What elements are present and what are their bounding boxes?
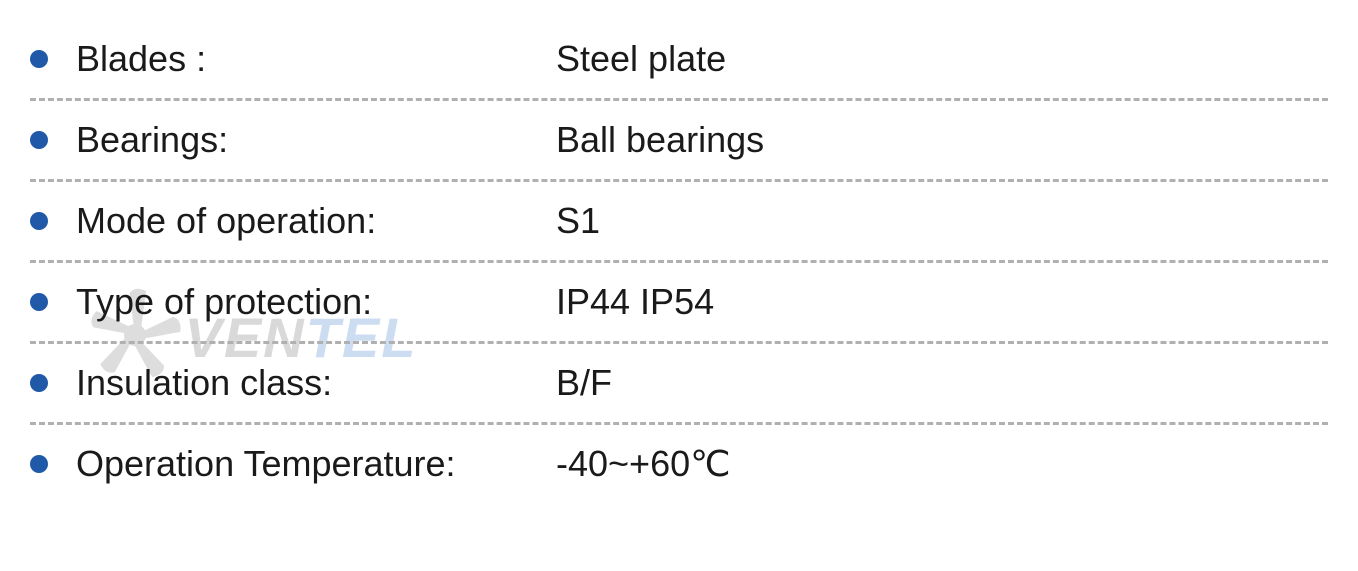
spec-value: Ball bearings bbox=[556, 119, 764, 161]
bullet-icon bbox=[30, 131, 48, 149]
spec-label: Operation Temperature: bbox=[76, 443, 556, 485]
spec-value: IP44 IP54 bbox=[556, 281, 714, 323]
bullet-icon bbox=[30, 50, 48, 68]
spec-label: Insulation class: bbox=[76, 362, 556, 404]
bullet-icon bbox=[30, 293, 48, 311]
spec-row: Operation Temperature: -40~+60℃ bbox=[30, 425, 1328, 503]
bullet-icon bbox=[30, 212, 48, 230]
spec-table: Blades : Steel plate Bearings: Ball bear… bbox=[0, 0, 1358, 523]
spec-label: Mode of operation: bbox=[76, 200, 556, 242]
spec-value: -40~+60℃ bbox=[556, 443, 731, 485]
spec-label: Blades : bbox=[76, 38, 556, 80]
spec-row: Type of protection: IP44 IP54 bbox=[30, 263, 1328, 344]
spec-label: Type of protection: bbox=[76, 281, 556, 323]
spec-value: Steel plate bbox=[556, 38, 726, 80]
bullet-icon bbox=[30, 374, 48, 392]
bullet-icon bbox=[30, 455, 48, 473]
spec-value: B/F bbox=[556, 362, 612, 404]
spec-row: Blades : Steel plate bbox=[30, 20, 1328, 101]
spec-value: S1 bbox=[556, 200, 600, 242]
spec-row: Bearings: Ball bearings bbox=[30, 101, 1328, 182]
spec-row: Mode of operation: S1 bbox=[30, 182, 1328, 263]
spec-label: Bearings: bbox=[76, 119, 556, 161]
spec-row: Insulation class: B/F bbox=[30, 344, 1328, 425]
